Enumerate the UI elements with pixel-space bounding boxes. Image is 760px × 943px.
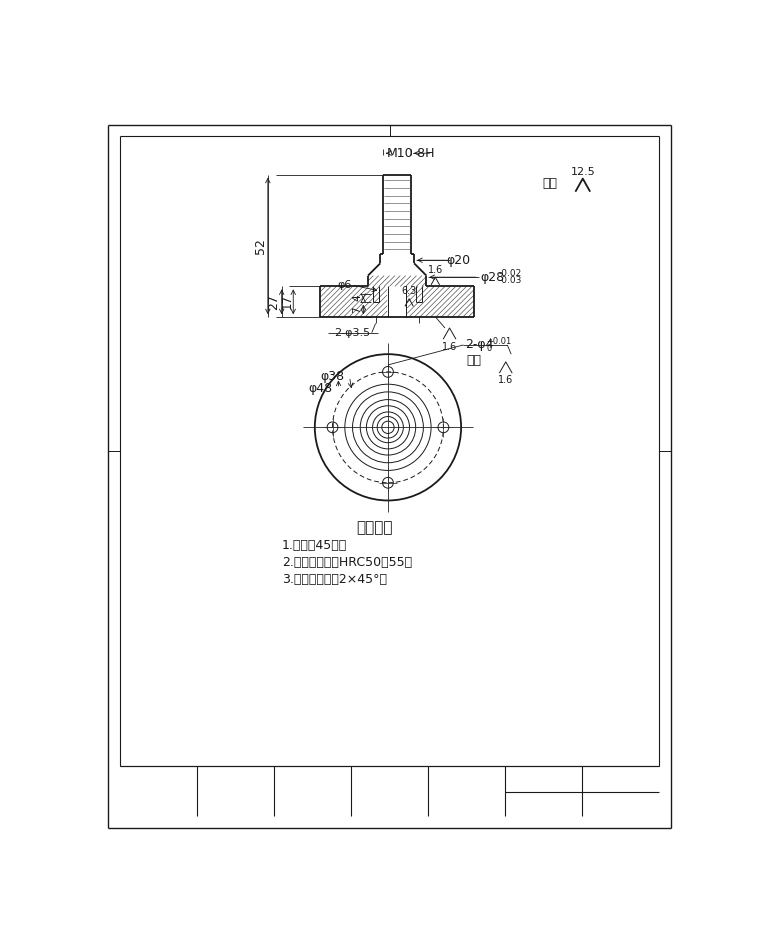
Text: 通孔: 通孔 (467, 354, 482, 367)
Text: 1.6: 1.6 (498, 375, 514, 385)
Text: 52: 52 (254, 238, 267, 254)
Text: 其余: 其余 (542, 176, 557, 190)
Text: φ6: φ6 (337, 280, 352, 290)
Text: 27: 27 (268, 294, 280, 309)
Text: 2-φ3.5: 2-φ3.5 (334, 327, 371, 338)
Text: 1.6: 1.6 (442, 342, 458, 352)
Text: 2.经调质处理，HRC50～55。: 2.经调质处理，HRC50～55。 (282, 556, 412, 570)
Text: 1.材料：45鉢。: 1.材料：45鉢。 (282, 539, 347, 553)
Text: 0: 0 (486, 343, 492, 353)
Text: -0.02: -0.02 (499, 269, 522, 278)
Text: -0.03: -0.03 (499, 275, 522, 285)
Text: 3.未注倒角均为2×45°。: 3.未注倒角均为2×45°。 (282, 573, 387, 587)
Text: 1.6: 1.6 (428, 265, 443, 274)
Text: 12.5: 12.5 (571, 167, 595, 177)
Text: 6.3: 6.3 (401, 287, 416, 296)
Text: M10-8H: M10-8H (387, 147, 435, 159)
Text: φ28: φ28 (480, 271, 505, 284)
Text: 2-φ4: 2-φ4 (465, 339, 493, 352)
Text: φ38: φ38 (321, 370, 344, 383)
Text: 4: 4 (352, 294, 363, 301)
Text: φ20: φ20 (447, 254, 471, 267)
Text: 7: 7 (352, 306, 363, 313)
Text: +0.01: +0.01 (486, 337, 511, 345)
Text: 技术要求: 技术要求 (356, 520, 392, 535)
Text: φ48: φ48 (308, 382, 332, 395)
Text: 17: 17 (280, 294, 293, 309)
